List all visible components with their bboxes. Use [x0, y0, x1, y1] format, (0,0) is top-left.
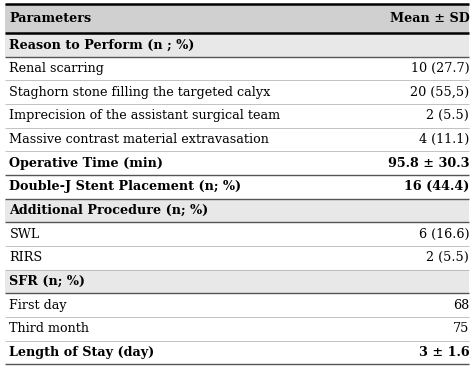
- Text: Parameters: Parameters: [9, 12, 91, 25]
- Text: Additional Procedure (n; %): Additional Procedure (n; %): [9, 204, 209, 217]
- Bar: [5, 104, 469, 128]
- Text: RIRS: RIRS: [9, 251, 43, 264]
- Text: 2 (5.5): 2 (5.5): [427, 109, 469, 123]
- Text: 6 (16.6): 6 (16.6): [419, 228, 469, 241]
- Text: Imprecision of the assistant surgical team: Imprecision of the assistant surgical te…: [9, 109, 281, 123]
- Bar: [5, 199, 469, 222]
- Bar: [5, 270, 469, 293]
- Text: 95.8 ± 30.3: 95.8 ± 30.3: [388, 157, 469, 170]
- Text: 10 (27.7): 10 (27.7): [410, 62, 469, 75]
- Bar: [5, 246, 469, 270]
- Text: Mean ± SD: Mean ± SD: [390, 12, 469, 25]
- Bar: [5, 33, 469, 57]
- Text: 2 (5.5): 2 (5.5): [427, 251, 469, 264]
- Bar: [5, 340, 469, 364]
- Text: Length of Stay (day): Length of Stay (day): [9, 346, 155, 359]
- Text: SWL: SWL: [9, 228, 40, 241]
- Text: Massive contrast material extravasation: Massive contrast material extravasation: [9, 133, 269, 146]
- Bar: [5, 152, 469, 175]
- Text: 16 (44.4): 16 (44.4): [404, 180, 469, 193]
- Bar: [5, 128, 469, 152]
- Bar: [5, 175, 469, 199]
- Text: First day: First day: [9, 299, 67, 311]
- Text: 20 (55,5): 20 (55,5): [410, 86, 469, 99]
- Text: Reason to Perform (n ; %): Reason to Perform (n ; %): [9, 38, 195, 52]
- Text: 3 ± 1.6: 3 ± 1.6: [419, 346, 469, 359]
- Text: SFR (n; %): SFR (n; %): [9, 275, 85, 288]
- Text: Double-J Stent Placement (n; %): Double-J Stent Placement (n; %): [9, 180, 242, 193]
- Text: 4 (11.1): 4 (11.1): [419, 133, 469, 146]
- Bar: [5, 57, 469, 81]
- Bar: [5, 222, 469, 246]
- Text: Staghorn stone filling the targeted calyx: Staghorn stone filling the targeted caly…: [9, 86, 271, 99]
- Text: 68: 68: [453, 299, 469, 311]
- Bar: [5, 81, 469, 104]
- Text: Third month: Third month: [9, 322, 90, 335]
- Text: Renal scarring: Renal scarring: [9, 62, 104, 75]
- Bar: [5, 293, 469, 317]
- Bar: [5, 4, 469, 33]
- Text: Operative Time (min): Operative Time (min): [9, 157, 164, 170]
- Text: 75: 75: [453, 322, 469, 335]
- Bar: [5, 317, 469, 340]
